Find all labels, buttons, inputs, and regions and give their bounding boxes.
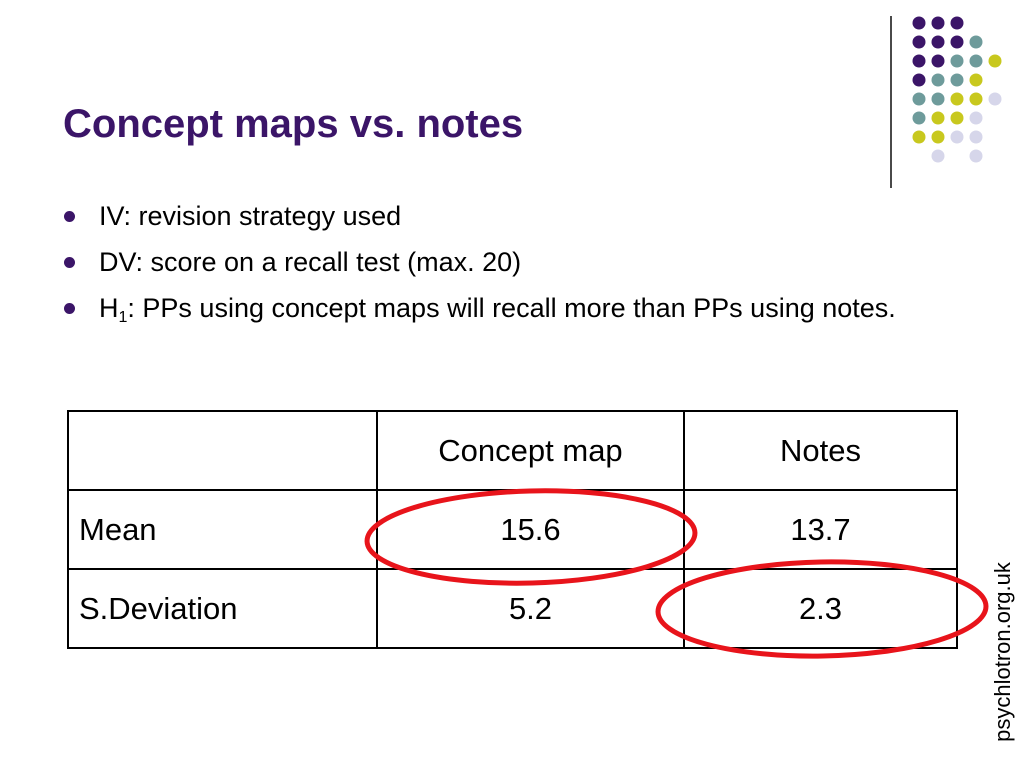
cell-mean-notes: 13.7 (683, 489, 958, 570)
table-row: S.Deviation 5.2 2.3 (67, 568, 958, 649)
bullet-dot-icon (64, 257, 75, 268)
header-cell-concept-map: Concept map (376, 410, 685, 491)
bullet-text-rest: : PPs using concept maps will recall mor… (127, 293, 896, 323)
bullet-text: IV: revision strategy used (99, 201, 402, 231)
dot-grid-dots (912, 16, 1002, 163)
header-cell-empty (67, 410, 378, 491)
cell-sd-notes: 2.3 (683, 568, 958, 649)
header-cell-notes: Notes (683, 410, 958, 491)
bullet-subscript: 1 (118, 309, 128, 326)
bullet-list: IV: revision strategy used DV: score on … (62, 198, 942, 336)
bullet-dot-icon (64, 303, 75, 314)
results-table: Concept map Notes Mean 15.6 13.7 S.Devia… (67, 410, 958, 649)
bullet-item-iv: IV: revision strategy used (62, 198, 942, 234)
site-credit: psychlotron.org.uk (990, 562, 1015, 742)
slide-title: Concept maps vs. notes (63, 102, 524, 146)
bullet-dot-icon (64, 211, 75, 222)
bullet-item-hypothesis: H1: PPs using concept maps will recall m… (62, 290, 942, 326)
bullet-text-prefix: H (99, 293, 119, 323)
table-header-row: Concept map Notes (67, 410, 958, 491)
bullet-text: DV: score on a recall test (max. 20) (99, 247, 522, 277)
cell-sd-concept-map: 5.2 (376, 568, 685, 649)
row-label-sd: S.Deviation (67, 568, 378, 649)
bullet-item-dv: DV: score on a recall test (max. 20) (62, 244, 942, 280)
decorative-vertical-rule (890, 16, 892, 188)
table-row: Mean 15.6 13.7 (67, 489, 958, 570)
row-label-mean: Mean (67, 489, 378, 570)
cell-mean-concept-map: 15.6 (376, 489, 685, 570)
